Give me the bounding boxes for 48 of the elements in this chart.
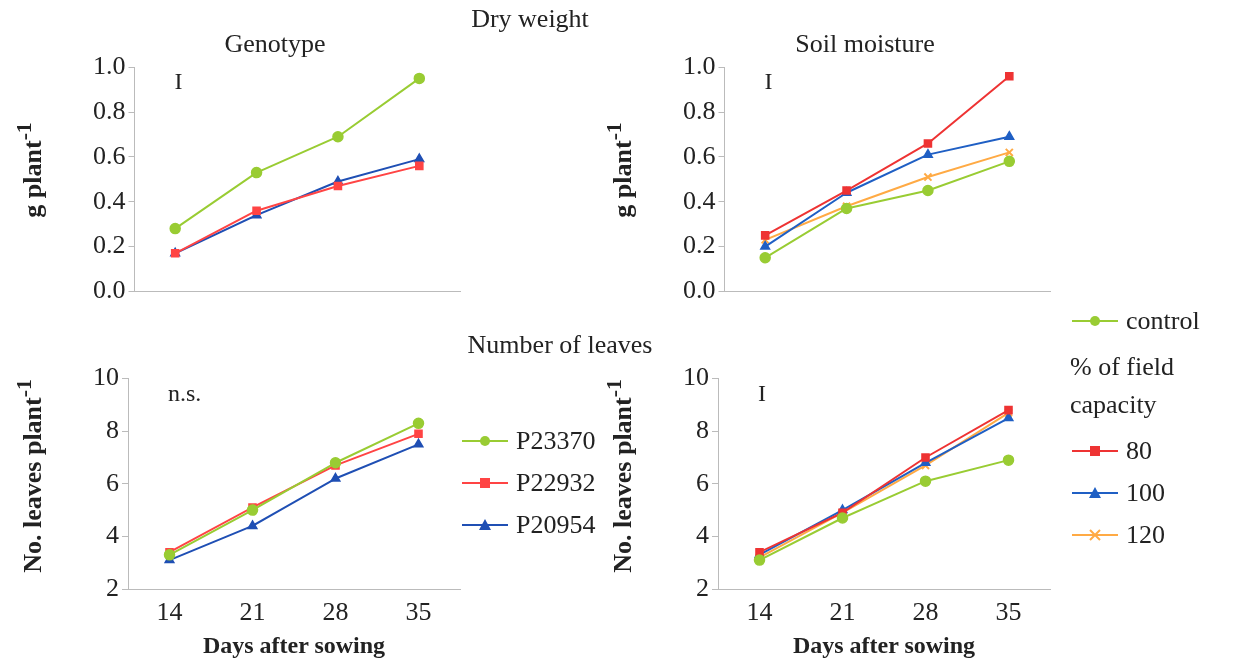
- y-tick-label: 0.8: [683, 95, 716, 125]
- legend-label: 80: [1126, 436, 1152, 466]
- y-tick-label: 8: [696, 415, 709, 445]
- y-tick-label: 4: [106, 520, 119, 550]
- annotation: I: [174, 68, 183, 95]
- y-tick-label: 10: [93, 362, 119, 392]
- y-tick-label: 0.0: [683, 275, 716, 305]
- x-axis-title: Days after sowing: [202, 631, 386, 658]
- y-tick-label: 8: [106, 415, 119, 445]
- y-tick-label: 1.0: [683, 51, 716, 81]
- y-tick-label: 0.4: [93, 185, 126, 215]
- legend-title: % of field capacity: [1070, 351, 1175, 421]
- legend-label: control: [1126, 306, 1200, 336]
- x-tick-label: 14: [156, 597, 183, 627]
- x-tick-label: 35: [405, 597, 432, 627]
- y-tick-label: 2: [696, 572, 709, 602]
- y-tick-label: 0.6: [93, 140, 126, 170]
- x-tick-label: 35: [995, 597, 1022, 627]
- legend-label: P20954: [516, 510, 596, 540]
- y-tick-label: 0.0: [93, 275, 126, 305]
- y-tick-label: 10: [683, 362, 709, 392]
- y-tick-label: 2: [106, 572, 119, 602]
- x-axis-title: Days after sowing: [792, 631, 976, 658]
- y-tick-label: 4: [696, 520, 709, 550]
- y-tick-label: 6: [696, 467, 709, 497]
- annotation: I: [764, 68, 773, 95]
- text: Dry weight: [471, 4, 589, 34]
- x-tick-label: 28: [912, 597, 939, 627]
- y-tick-label: 0.2: [683, 230, 716, 260]
- annotation: I: [758, 379, 766, 406]
- chart-subtitle: Soil moisture: [795, 29, 935, 59]
- x-tick-label: 21: [239, 597, 266, 627]
- x-tick-label: 28: [322, 597, 349, 627]
- y-tick-label: 0.2: [93, 230, 126, 260]
- legend-label: 120: [1126, 520, 1165, 550]
- chart-subtitle: Genotype: [224, 29, 326, 59]
- annotation: n.s.: [168, 379, 202, 406]
- y-tick-label: 0.8: [93, 95, 126, 125]
- legend-label: 100: [1126, 478, 1165, 508]
- legend-label: P22932: [516, 468, 596, 498]
- y-tick-label: 6: [106, 467, 119, 497]
- legend-label: P23370: [516, 426, 596, 456]
- x-tick-label: 14: [746, 597, 773, 627]
- x-tick-label: 21: [829, 597, 856, 627]
- y-tick-label: 1.0: [93, 51, 126, 81]
- y-tick-label: 0.6: [683, 140, 716, 170]
- y-tick-label: 0.4: [683, 185, 716, 215]
- text: Number of leaves: [467, 330, 653, 360]
